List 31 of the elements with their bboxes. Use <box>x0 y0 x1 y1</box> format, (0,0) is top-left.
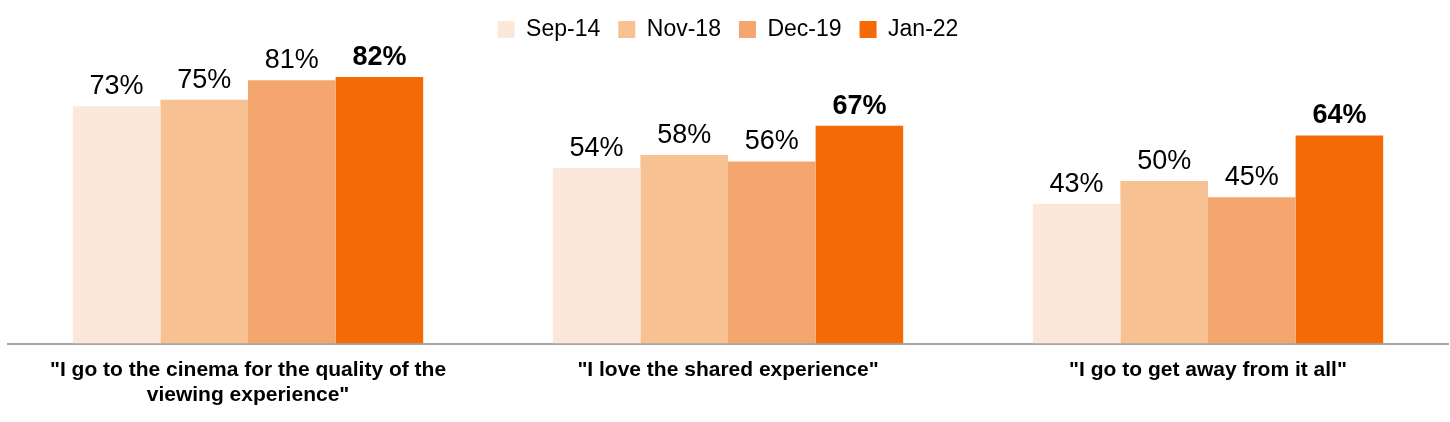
bar <box>1208 197 1296 344</box>
data-label: 56% <box>744 125 799 156</box>
x-tick-label: "I go to the cinema for the quality of the viewing experience" <box>49 357 447 406</box>
bar <box>552 168 641 344</box>
data-label: 50% <box>1137 145 1192 175</box>
x-tick-label: "I love the shared experience" <box>577 357 879 380</box>
bar <box>1295 135 1384 344</box>
data-label: 58% <box>657 118 712 149</box>
legend-label: Sep-14 <box>526 14 601 41</box>
data-label: 73% <box>89 70 144 101</box>
bar <box>1120 181 1208 344</box>
data-label: 43% <box>1049 167 1104 198</box>
legend-label: Dec-19 <box>767 14 842 41</box>
bar <box>335 77 424 344</box>
data-label: 67% <box>832 89 887 120</box>
legend-label: Jan-22 <box>888 14 959 41</box>
bar <box>160 99 248 344</box>
data-label: 64% <box>1312 99 1367 130</box>
x-tick-label: "I go to get away from it all" <box>1069 357 1347 380</box>
data-label: 54% <box>569 131 624 162</box>
bar <box>640 155 728 344</box>
bar <box>1032 203 1121 344</box>
bar <box>72 106 161 344</box>
bar <box>728 161 816 344</box>
data-label: 81% <box>264 44 319 75</box>
legend-label: Nov-18 <box>646 14 721 41</box>
data-label: 75% <box>177 63 232 94</box>
data-label: 82% <box>352 40 407 71</box>
bar <box>815 125 904 344</box>
data-label: 45% <box>1224 161 1279 192</box>
bar <box>248 80 336 344</box>
